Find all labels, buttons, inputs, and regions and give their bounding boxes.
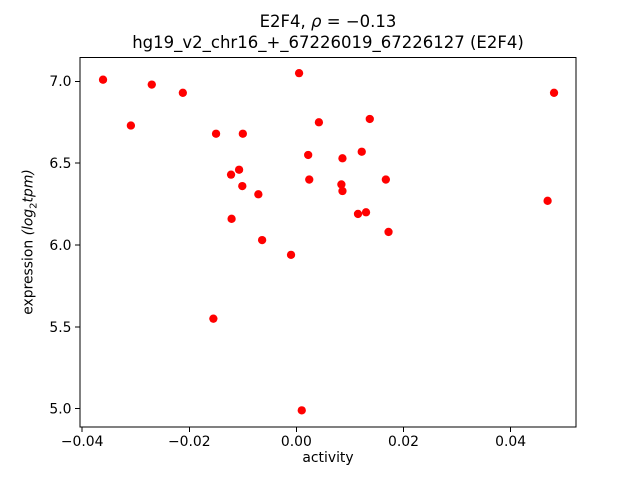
data-point xyxy=(314,118,324,127)
x-tick-label: 0.00 xyxy=(281,434,312,450)
data-point xyxy=(126,121,136,130)
data-point xyxy=(238,129,247,138)
data-point xyxy=(338,186,347,196)
data-point xyxy=(211,129,221,138)
y-axis-label: expression (log2tpm) xyxy=(20,169,40,315)
y-tick-label: 6.5 xyxy=(49,156,71,172)
data-point xyxy=(357,147,366,156)
y-tick-label: 5.0 xyxy=(49,402,71,418)
data-point xyxy=(227,214,236,223)
data-point xyxy=(226,170,236,179)
x-tick-label: −0.04 xyxy=(61,434,104,450)
data-point xyxy=(361,208,371,217)
data-point xyxy=(381,175,390,184)
data-point xyxy=(147,80,156,89)
data-point xyxy=(234,165,244,174)
y-tick-label: 6.0 xyxy=(49,238,71,254)
plot-title: E2F4, ρ = −0.13 hg19_v2_chr16_+_67226019… xyxy=(80,12,576,54)
x-tick-label: 0.04 xyxy=(495,434,526,450)
data-point xyxy=(337,180,346,189)
data-point xyxy=(257,235,267,245)
x-axis-label: activity xyxy=(302,450,354,466)
y-tick-label: 7.0 xyxy=(49,74,71,90)
data-point xyxy=(238,181,247,191)
y-tick-label: 5.5 xyxy=(49,320,71,336)
x-tick-label: 0.02 xyxy=(388,434,419,450)
plot-title-line2: hg19_v2_chr16_+_67226019_67226127 (E2F4) xyxy=(132,32,524,52)
data-point xyxy=(305,175,314,184)
axes-spine xyxy=(79,57,577,428)
data-point xyxy=(365,114,374,124)
data-point xyxy=(549,88,559,97)
plot-title-line1: E2F4, ρ = −0.13 xyxy=(80,12,576,33)
data-point xyxy=(98,75,108,84)
data-point xyxy=(338,154,347,163)
data-point xyxy=(178,88,187,97)
data-point xyxy=(353,209,363,219)
data-point xyxy=(254,190,263,199)
data-point xyxy=(286,250,296,259)
title-rho-value: = −0.13 xyxy=(321,12,397,31)
data-point xyxy=(304,150,313,160)
data-point xyxy=(543,196,552,205)
data-point xyxy=(384,227,393,237)
data-point xyxy=(297,406,306,415)
x-tick-label: −0.02 xyxy=(168,434,211,450)
title-gene-label: E2F4, xyxy=(259,12,312,31)
data-point xyxy=(209,314,218,323)
title-rho-symbol: ρ xyxy=(311,12,322,31)
data-point xyxy=(294,69,304,78)
